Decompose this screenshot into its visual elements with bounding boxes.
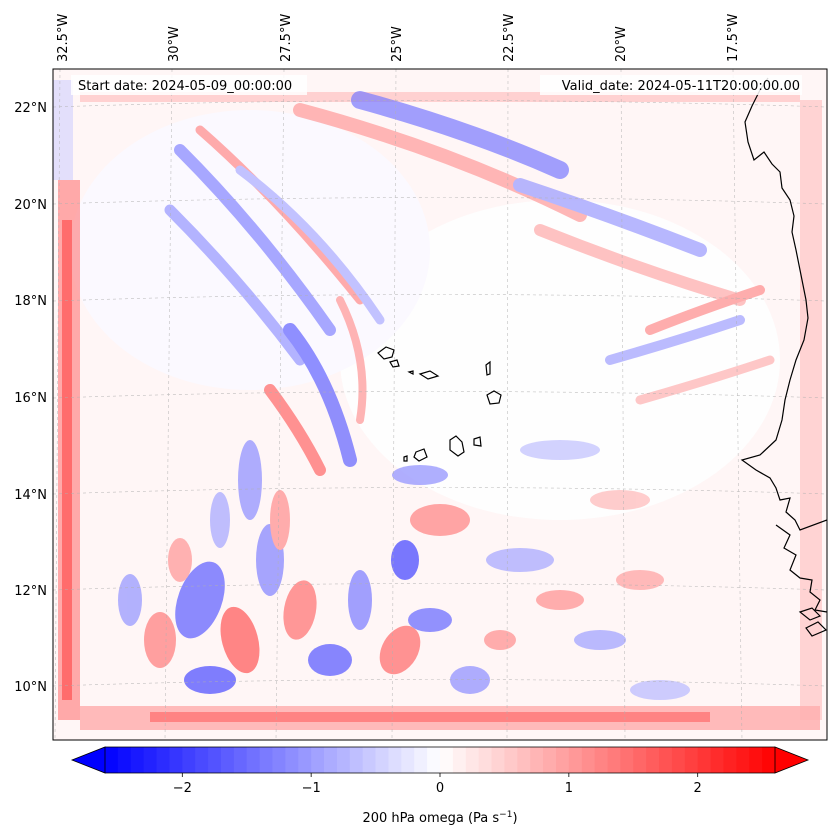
colorbar-cell (246, 747, 261, 773)
colorbar-extend-max (774, 746, 810, 774)
colorbar-cell (517, 747, 531, 773)
colorbar-cell (311, 747, 325, 773)
colorbar-cell (233, 747, 248, 773)
colorbar-ticks (181, 773, 699, 777)
colorbar-cell (491, 747, 505, 773)
colorbar-cell (594, 747, 608, 773)
colorbar-tick-label: 2 (694, 781, 702, 796)
colorbar-cell (414, 747, 428, 773)
colorbar-cell (259, 747, 273, 773)
colorbar-cell (671, 747, 686, 773)
lat-label: 14°N (14, 488, 47, 503)
colorbar-cell (362, 747, 377, 773)
colorbar-cell (620, 747, 634, 773)
colorbar-title-close: ) (512, 811, 517, 826)
plot-frame (52, 68, 828, 741)
lat-label: 18°N (14, 294, 47, 309)
colorbar-tick-label: −1 (302, 781, 321, 796)
lat-labels: 22°N 20°N 18°N 16°N 14°N 12°N 10°N (14, 101, 47, 695)
colorbar-cell (452, 747, 467, 773)
colorbar-cell (388, 747, 402, 773)
colorbar-cell (195, 747, 209, 773)
start-date-box (71, 75, 307, 95)
lon-label: 30°W (167, 26, 182, 62)
colorbar-cell (220, 747, 235, 773)
colorbar-cell (285, 747, 299, 773)
valid-date-label: Valid_date: 2024-05-11T20:00:00.00 (562, 79, 800, 94)
coastlines (377, 77, 827, 637)
colorbar-title-exp: −1 (499, 810, 512, 820)
lat-label: 16°N (14, 391, 47, 406)
colorbar-cell (208, 747, 222, 773)
colorbar-cell (530, 747, 544, 773)
lon-label: 22.5°W (502, 14, 517, 62)
colorbar-cell (324, 747, 338, 773)
colorbar-cell (465, 747, 480, 773)
colorbar-cell (349, 747, 364, 773)
colorbar-cell (581, 747, 596, 773)
colorbar-title: 200 hPa omega (Pa s−1) (362, 810, 517, 826)
lon-labels: 32.5°W 30°W 27.5°W 25°W 22.5°W 20°W 17.5… (56, 14, 741, 62)
colorbar-cell (646, 747, 660, 773)
colorbar-cell (697, 747, 712, 773)
lon-label: 32.5°W (56, 14, 71, 62)
colorbar-cell (749, 747, 763, 773)
colorbar-cell (298, 747, 312, 773)
colorbar-cell (182, 747, 196, 773)
colorbar-extend-min (70, 746, 106, 774)
colorbar-cell (272, 747, 286, 773)
colorbar-cell (659, 747, 673, 773)
colorbar-cell (440, 747, 454, 773)
colorbar-tick-label: 0 (436, 781, 444, 796)
colorbar-title-main: 200 hPa omega (Pa s (362, 811, 499, 826)
lat-label: 22°N (14, 101, 47, 116)
colorbar-cell (684, 747, 699, 773)
colorbar-cell (478, 747, 493, 773)
colorbar-cell (143, 747, 158, 773)
colorbar-cells (105, 747, 776, 773)
graticule (53, 69, 827, 740)
colorbar-cell (555, 747, 570, 773)
lat-label: 20°N (14, 198, 47, 213)
lon-label: 20°W (614, 26, 629, 62)
colorbar-cell (156, 747, 170, 773)
colorbar-cell (710, 747, 724, 773)
colorbar-cell (504, 747, 518, 773)
lat-label: 12°N (14, 584, 47, 599)
colorbar-cell (723, 747, 737, 773)
colorbar-cell (130, 747, 145, 773)
colorbar-cell (401, 747, 415, 773)
colorbar-tick-label: 1 (565, 781, 573, 796)
lon-label: 27.5°W (279, 14, 294, 62)
colorbar-tick-label: −2 (173, 781, 192, 796)
start-date-label: Start date: 2024-05-09_00:00:00 (78, 79, 292, 94)
colorbar-cell (117, 747, 132, 773)
lon-label: 17.5°W (726, 14, 741, 62)
omega-field (53, 69, 827, 740)
colorbar-cell (375, 747, 389, 773)
colorbar-cell (633, 747, 647, 773)
colorbar-cell (736, 747, 750, 773)
colorbar-cell (568, 747, 583, 773)
lat-label: 10°N (14, 680, 47, 695)
colorbar-cell (169, 747, 183, 773)
colorbar: −2 −1 0 1 2 200 hPa omega (Pa s−1) (70, 746, 810, 826)
colorbar-cell (105, 747, 119, 773)
valid-date-box (540, 75, 802, 95)
colorbar-cell (607, 747, 621, 773)
colorbar-cell (336, 747, 351, 773)
colorbar-cell (427, 747, 441, 773)
colorbar-cell (762, 747, 776, 773)
colorbar-cell (543, 747, 557, 773)
lon-label: 25°W (390, 26, 405, 62)
